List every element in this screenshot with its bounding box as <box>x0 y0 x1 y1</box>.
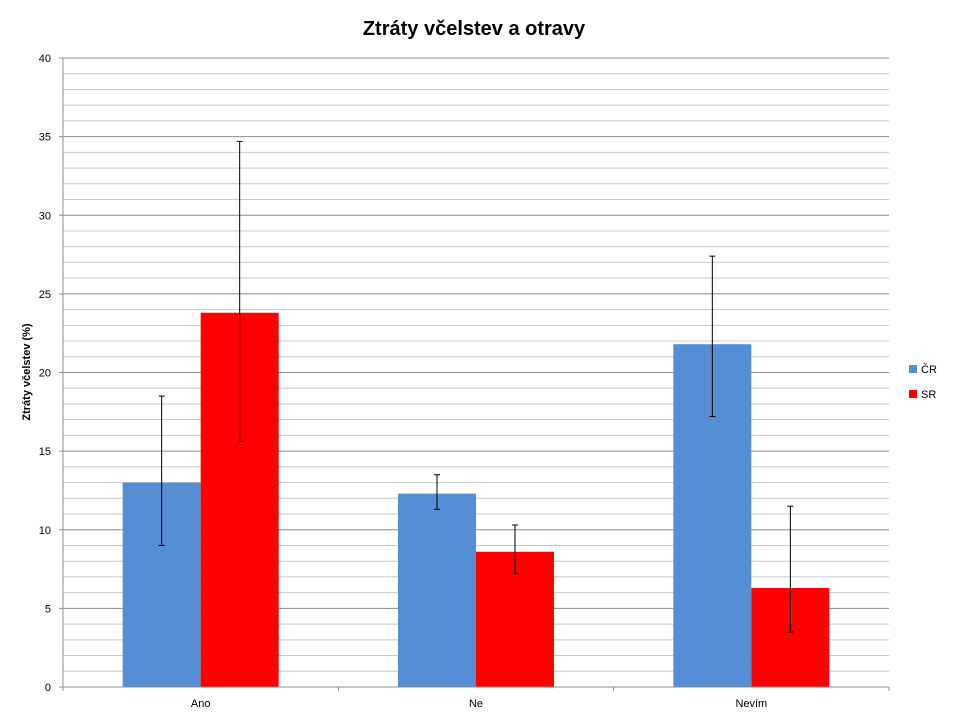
bar-ČR-Ne <box>398 493 476 687</box>
legend: ČR SR <box>909 363 937 401</box>
y-tick-label: 0 <box>45 682 51 694</box>
x-tick-label: Ano <box>191 698 211 710</box>
bars <box>122 312 830 687</box>
y-tick-label: 15 <box>39 446 51 458</box>
y-tick-labels: 0 5 10 15 20 25 30 35 40 <box>39 53 51 694</box>
y-tick-label: 5 <box>45 603 51 615</box>
chart-title: Ztráty včelstev a otravy <box>363 18 586 40</box>
error-bars <box>158 140 794 633</box>
y-tick-label: 40 <box>39 53 51 65</box>
y-axis-label: Ztráty včelstev (%) <box>21 323 33 421</box>
legend-swatch-SR <box>909 390 917 398</box>
legend-label-ČR: ČR <box>921 363 937 376</box>
y-tick-label: 25 <box>39 289 51 301</box>
legend-label-SR: SR <box>921 389 936 401</box>
x-tick-label: Nevím <box>735 698 767 710</box>
y-tick-label: 20 <box>39 368 51 380</box>
bar-SR-Ne <box>476 551 554 687</box>
x-tick-labels: Ano Ne Nevím <box>191 698 767 710</box>
y-tick-label: 30 <box>39 210 51 222</box>
y-tick-label: 35 <box>39 132 51 144</box>
legend-swatch-ČR <box>909 365 917 373</box>
axes <box>59 57 890 691</box>
x-tick-label: Ne <box>469 698 483 710</box>
y-tick-label: 10 <box>39 525 51 537</box>
